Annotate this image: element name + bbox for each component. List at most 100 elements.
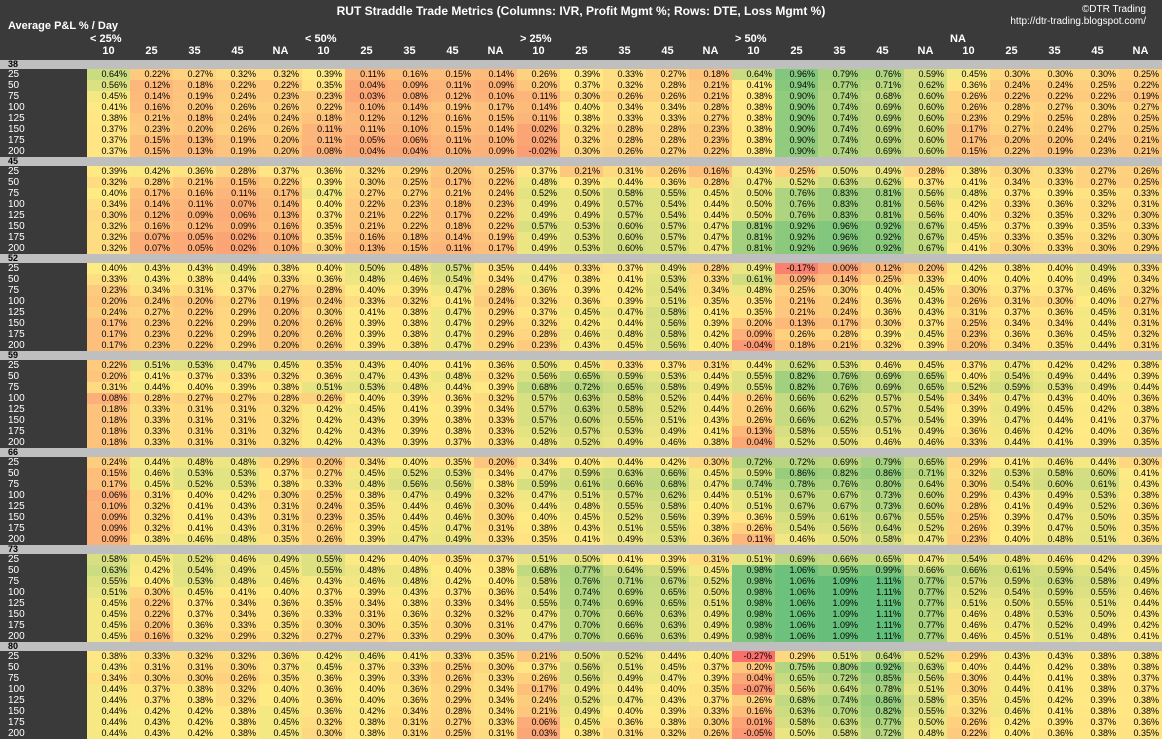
heatmap-cell: 0.32% — [474, 490, 517, 501]
heatmap-cell: 0.35% — [345, 501, 388, 512]
table-row: 150 0.09% 0.32% 0.41% 0.43% 0.31% 0.23% 0.35% 0.… — [0, 512, 1162, 523]
heatmap-cell: 0.30% — [818, 285, 861, 296]
heatmap-cell: 0.38% — [732, 91, 775, 102]
heatmap-cell: 0.31% — [1119, 307, 1162, 318]
table-row: 100 0.41% 0.16% 0.20% 0.26% 0.26% 0.22% 0.10% 0.… — [0, 102, 1162, 113]
heatmap-cell: 0.21% — [345, 221, 388, 232]
heatmap-cell: 0.33% — [130, 404, 173, 415]
heatmap-cell: 0.26% — [216, 673, 259, 684]
heatmap-cell: 0.54% — [646, 210, 689, 221]
heatmap-cell: 0.59% — [517, 479, 560, 490]
heatmap-cell: 0.53% — [173, 468, 216, 479]
heatmap-cell: 0.94% — [775, 80, 818, 91]
heatmap-cell: 0.75% — [775, 662, 818, 673]
heatmap-cell: 0.43% — [345, 360, 388, 371]
heatmap-cell: 0.26% — [646, 91, 689, 102]
heatmap-cell: 0.37% — [87, 135, 130, 146]
heatmap-cell: 0.64% — [818, 684, 861, 695]
heatmap-cell: 0.20% — [474, 457, 517, 468]
heatmap-cell: 0.60% — [904, 146, 947, 157]
heatmap-cell: 0.38% — [173, 695, 216, 706]
heatmap-cell: 0.41% — [1033, 706, 1076, 717]
heatmap-cell: 0.26% — [259, 102, 302, 113]
heatmap-cell: 0.39% — [216, 382, 259, 393]
table-row: 125 0.45% 0.22% 0.37% 0.34% 0.36% 0.35% 0.34% 0.… — [0, 598, 1162, 609]
heatmap-cell: 0.25% — [431, 662, 474, 673]
heatmap-cell: 0.38% — [689, 437, 732, 448]
heatmap-cell: 0.04% — [345, 146, 388, 157]
heatmap-cell: 0.37% — [431, 587, 474, 598]
heatmap-cell: 0.35% — [732, 296, 775, 307]
heatmap-cell: 0.11% — [431, 80, 474, 91]
heatmap-cell: 0.40% — [947, 371, 990, 382]
heatmap-cell: 0.33% — [1033, 243, 1076, 254]
heatmap-cell: 0.66% — [646, 468, 689, 479]
heatmap-cell: 0.26% — [517, 69, 560, 80]
heatmap-cell: 0.65% — [904, 457, 947, 468]
heatmap-cell: 0.41% — [1033, 673, 1076, 684]
heatmap-cell: 0.12% — [345, 113, 388, 124]
heatmap-cell: 0.46% — [646, 437, 689, 448]
heatmap-cell: 0.06% — [216, 210, 259, 221]
heatmap-cell: 0.31% — [173, 426, 216, 437]
heatmap-cell: 0.39% — [947, 404, 990, 415]
heatmap-cell: 0.30% — [302, 620, 345, 631]
heatmap-cell: 0.40% — [259, 587, 302, 598]
heatmap-cell: 0.54% — [990, 587, 1033, 598]
heatmap-cell: 0.45% — [345, 404, 388, 415]
heatmap-cell: 0.43% — [689, 415, 732, 426]
heatmap-cell: 0.49% — [1076, 274, 1119, 285]
heatmap-cell: 0.21% — [173, 177, 216, 188]
heatmap-cell: 0.32% — [517, 318, 560, 329]
heatmap-cell: 0.27% — [646, 146, 689, 157]
heatmap-cell: 0.38% — [216, 717, 259, 728]
heatmap-cell: 0.11% — [517, 91, 560, 102]
heatmap-cell: 0.40% — [1033, 274, 1076, 285]
heatmap-cell: 0.58% — [861, 534, 904, 545]
heatmap-cell: 0.26% — [259, 124, 302, 135]
heatmap-cell: 0.35% — [947, 695, 990, 706]
loss-mgmt-row-label: 200 — [0, 728, 87, 739]
heatmap-cell: 0.27% — [1076, 166, 1119, 177]
heatmap-cell: 0.23% — [689, 135, 732, 146]
heatmap-cell: 0.69% — [861, 113, 904, 124]
heatmap-cell: 0.38% — [990, 263, 1033, 274]
heatmap-cell: 0.23% — [130, 318, 173, 329]
heatmap-cell: 0.46% — [431, 512, 474, 523]
heatmap-cell: 0.30% — [947, 285, 990, 296]
heatmap-cell: 0.40% — [560, 102, 603, 113]
table-row: 25 0.38% 0.33% 0.32% 0.32% 0.36% 0.42% 0.46% 0.4… — [0, 651, 1162, 662]
profit-mgmt-column-label: 25 — [360, 45, 373, 57]
heatmap-cell: 0.10% — [388, 124, 431, 135]
heatmap-cell: 0.30% — [216, 662, 259, 673]
heatmap-cell: 0.26% — [431, 673, 474, 684]
heatmap-cell: 0.26% — [216, 102, 259, 113]
heatmap-cell: 0.61% — [818, 512, 861, 523]
heatmap-cell: 0.52% — [904, 523, 947, 534]
heatmap-cell: 0.53% — [990, 468, 1033, 479]
heatmap-cell: 0.36% — [1033, 728, 1076, 739]
heatmap-cell: 0.25% — [1119, 113, 1162, 124]
heatmap-cell: 0.32% — [130, 512, 173, 523]
heatmap-cell: 0.60% — [904, 113, 947, 124]
heatmap-cell: 0.41% — [345, 307, 388, 318]
heatmap-cell: 0.83% — [818, 199, 861, 210]
heatmap-cell: 0.49% — [1033, 490, 1076, 501]
heatmap-cell: 0.39% — [990, 512, 1033, 523]
heatmap-cell: 0.30% — [1076, 69, 1119, 80]
table-row: 75 0.40% 0.17% 0.16% 0.11% 0.17% 0.47% 0.27% 0.2… — [0, 188, 1162, 199]
table-row: 175 0.37% 0.15% 0.13% 0.19% 0.20% 0.11% 0.05% 0.… — [0, 135, 1162, 146]
heatmap-cell: 0.61% — [732, 274, 775, 285]
heatmap-cell: 0.43% — [345, 415, 388, 426]
heatmap-cell: 0.40% — [1076, 296, 1119, 307]
heatmap-cell: 0.69% — [861, 135, 904, 146]
heatmap-cell: 0.05% — [173, 243, 216, 254]
heatmap-cell: 0.67% — [904, 243, 947, 254]
heatmap-cell: 0.67% — [818, 490, 861, 501]
heatmap-cell: 0.41% — [947, 177, 990, 188]
heatmap-cell: 0.60% — [904, 501, 947, 512]
heatmap-cell: 0.47% — [689, 232, 732, 243]
heatmap-cell: 0.78% — [861, 684, 904, 695]
heatmap-cell: 0.78% — [775, 479, 818, 490]
heatmap-cell: 0.35% — [1119, 523, 1162, 534]
